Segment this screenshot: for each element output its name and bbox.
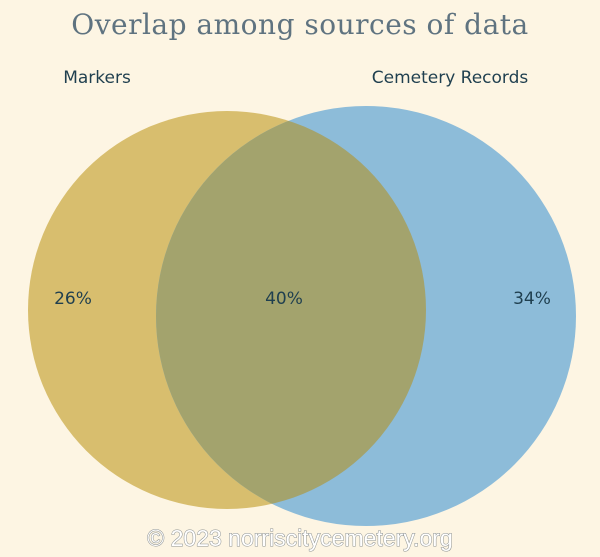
overlap-region: [156, 111, 426, 509]
copyright-watermark: © 2023 norriscitycemetery.org: [147, 525, 452, 551]
set-label-markers: Markers: [63, 68, 131, 88]
diagram-title: Overlap among sources of data: [71, 8, 529, 41]
records-only-value: 34%: [513, 289, 551, 309]
markers-only-value: 26%: [54, 289, 92, 309]
overlap-value: 40%: [265, 289, 303, 309]
set-label-cemetery-records: Cemetery Records: [372, 68, 529, 88]
